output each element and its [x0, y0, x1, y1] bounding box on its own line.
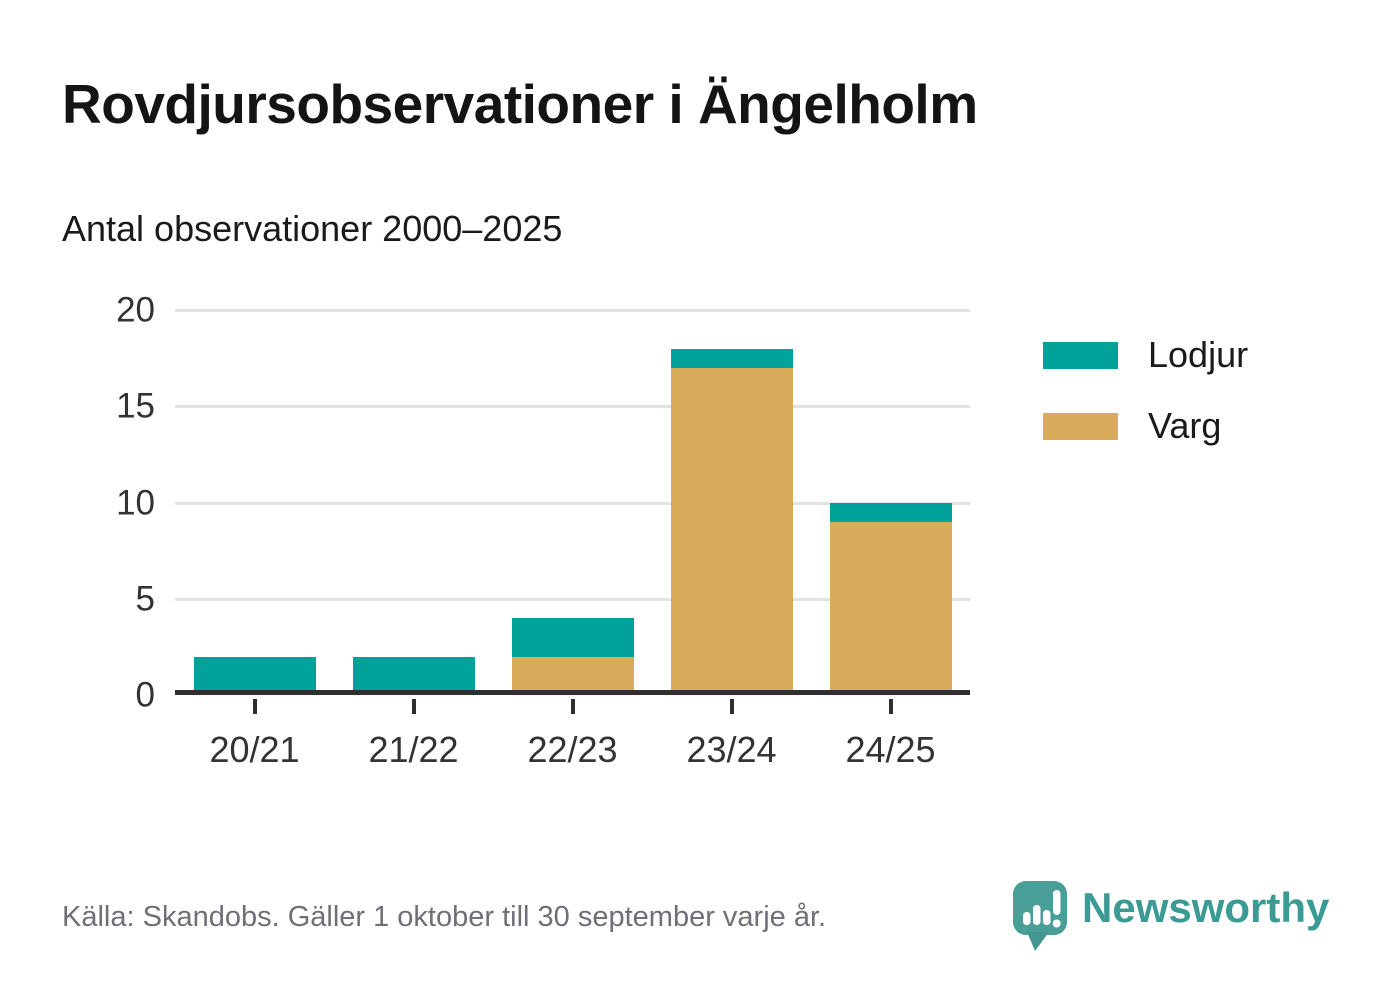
brand-wordmark: Newsworthy	[1082, 884, 1330, 931]
bar-segment-lodjur	[193, 656, 316, 695]
x-axis-tick	[888, 699, 893, 714]
x-tick-label: 21/22	[368, 729, 459, 770]
bar-slot-20-21: 20/21	[175, 310, 334, 770]
legend-item-varg: Varg	[1043, 405, 1248, 447]
bar-segment-varg	[670, 367, 793, 695]
x-axis-line	[175, 690, 970, 695]
legend-item-lodjur: Lodjur	[1043, 334, 1248, 376]
legend-swatch	[1043, 341, 1118, 369]
legend-swatch	[1043, 412, 1118, 440]
y-tick-label: 10	[116, 483, 155, 522]
stacked-bar	[193, 310, 316, 695]
chart-subtitle: Antal observationer 2000–2025	[62, 208, 563, 249]
bar-slot-24-25: 24/25	[811, 310, 970, 770]
x-axis-tick	[729, 699, 734, 714]
bar-segment-lodjur	[829, 502, 952, 522]
gridline	[175, 501, 970, 505]
legend-label: Lodjur	[1148, 334, 1249, 375]
y-tick-label: 20	[116, 290, 155, 330]
bar-slot-21-22: 21/22	[334, 310, 493, 770]
brand: Newsworthy	[1012, 880, 1329, 952]
stacked-bar	[511, 310, 634, 695]
stacked-bar	[829, 310, 952, 695]
bar-slot-23-24: 23/24	[652, 310, 811, 770]
bar-segment-lodjur	[352, 656, 475, 695]
newsworthy-logo-icon	[1013, 881, 1067, 951]
x-tick-label: 20/21	[209, 729, 300, 770]
x-axis-tick	[570, 699, 575, 714]
bar-segment-varg	[511, 656, 634, 695]
stacked-bar	[670, 310, 793, 695]
plot-area: 20/21 21/22 22/23 23/24 24/25	[175, 309, 970, 770]
source-note: Källa: Skandobs. Gäller 1 oktober till 3…	[62, 901, 827, 933]
page-title: Rovdjursobservationer i Ängelholm	[62, 73, 978, 135]
x-tick-label: 22/23	[527, 729, 618, 770]
y-tick-label: 15	[116, 386, 155, 426]
gridline	[175, 597, 970, 601]
gridline	[175, 405, 970, 409]
bar-segment-lodjur	[670, 348, 793, 368]
x-axis-tick	[252, 699, 257, 714]
legend: Lodjur Varg	[1043, 334, 1248, 447]
x-tick-label: 23/24	[686, 729, 777, 770]
y-tick-label: 0	[135, 675, 155, 715]
stacked-bar	[352, 310, 475, 695]
bars-layer: 20/21 21/22 22/23 23/24 24/25	[175, 310, 970, 770]
y-axis: 0 5 10 15 20	[0, 293, 155, 713]
bar-slot-22-23: 22/23	[493, 310, 652, 770]
y-tick-label: 5	[135, 579, 155, 619]
legend-label: Varg	[1148, 405, 1222, 446]
bar-segment-varg	[829, 521, 952, 695]
x-tick-label: 24/25	[845, 729, 936, 770]
gridline	[175, 309, 970, 312]
x-axis-tick	[411, 699, 416, 714]
bar-segment-lodjur	[511, 618, 634, 657]
gridlines	[175, 309, 970, 695]
